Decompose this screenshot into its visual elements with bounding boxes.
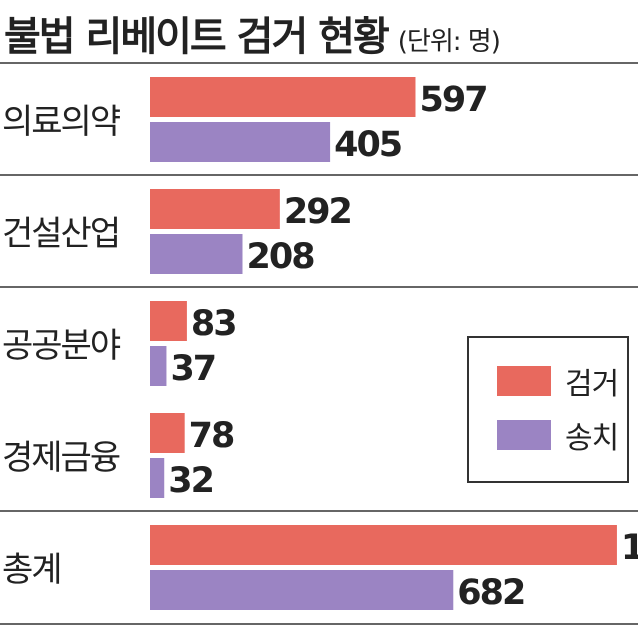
legend-swatch-referral: [497, 420, 551, 450]
legend-item-arrest: 검거: [497, 366, 619, 402]
bar-arrest-cat4: [150, 525, 617, 565]
category-label-cat2: 공공분야: [2, 326, 121, 366]
value-label-arrest-cat3: 78: [189, 416, 234, 456]
legend-swatch-arrest: [497, 366, 551, 396]
row-dividers: [0, 62, 638, 625]
bar-referral-cat1: [150, 234, 243, 274]
legend-label-referral: 송치: [565, 421, 619, 456]
bar-referral-cat4: [150, 570, 454, 610]
title-row: 불법 리베이트 검거 현황 (단위: 명): [4, 4, 501, 60]
category-label-cat1: 건설산업: [2, 214, 119, 254]
legend: 검거 송치: [467, 336, 629, 483]
value-label-referral-cat3: 32: [168, 461, 213, 501]
value-label-referral-cat2: 37: [170, 349, 215, 389]
value-label-arrest-cat2: 83: [191, 304, 236, 344]
value-label-referral-cat1: 208: [246, 237, 314, 277]
bar-arrest-cat2: [150, 301, 187, 341]
value-label-arrest-cat0: 597: [419, 80, 486, 120]
bar-arrest-cat1: [150, 189, 280, 229]
chart-title: 불법 리베이트 검거 현황: [4, 14, 390, 60]
unit-note: (단위: 명): [397, 27, 501, 57]
category-label-cat4: 총계: [2, 550, 61, 590]
bar-referral-cat3: [150, 458, 165, 498]
bar-arrest-cat0: [150, 77, 416, 117]
bar-arrest-cat3: [150, 413, 185, 453]
bar-referral-cat0: [150, 122, 331, 162]
category-label-cat3: 경제금융: [2, 438, 120, 478]
legend-label-arrest: 검거: [565, 367, 619, 402]
bar-referral-cat2: [150, 346, 167, 386]
value-label-referral-cat0: 405: [334, 125, 401, 165]
category-label-cat0: 의료의약: [2, 102, 121, 142]
bars: [150, 77, 617, 610]
value-label-arrest-cat4: 1050: [621, 528, 638, 568]
legend-item-referral: 송치: [497, 420, 619, 456]
value-label-arrest-cat1: 292: [284, 192, 351, 232]
value-label-referral-cat4: 682: [457, 573, 524, 613]
